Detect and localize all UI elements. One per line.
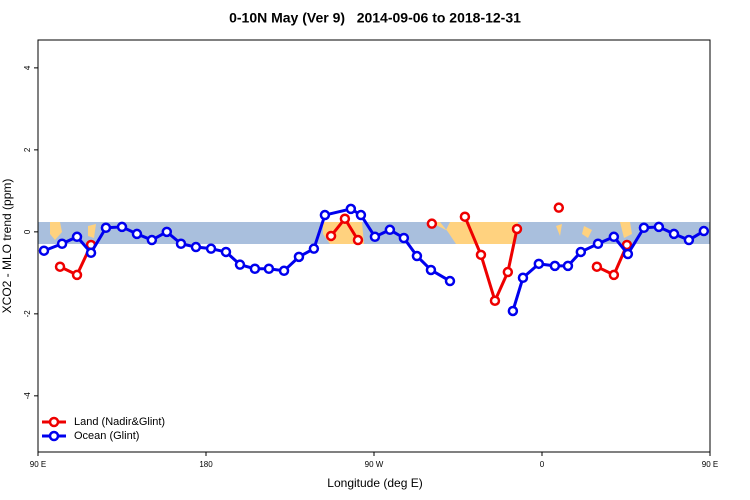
y-tick-label: -4 (23, 392, 32, 400)
data-point (369, 231, 381, 243)
data-point (517, 272, 529, 284)
data-point (608, 231, 620, 243)
data-point (384, 224, 396, 236)
data-point (278, 265, 290, 277)
series-line (43, 207, 451, 283)
legend-marker (48, 416, 60, 428)
data-point (308, 243, 320, 254)
data-point (293, 251, 305, 263)
data-point (698, 225, 710, 237)
y-tick-label: -2 (23, 310, 32, 318)
data-point (668, 228, 680, 240)
plot-frame (37, 39, 711, 453)
data-point (425, 264, 437, 276)
x-tick-label: 180 (199, 460, 213, 469)
x-tick-label: 90 E (702, 460, 718, 469)
data-point (562, 260, 574, 272)
legend-marker (48, 430, 60, 442)
data-point (638, 222, 650, 234)
data-point (71, 231, 83, 243)
x-tick-label: 90 E (30, 460, 46, 469)
data-point (459, 211, 471, 222)
data-point (591, 261, 603, 272)
data-point (398, 232, 410, 244)
data-point (263, 263, 275, 275)
data-point (161, 226, 173, 238)
data-point (426, 218, 438, 229)
data-point (502, 266, 514, 278)
legend-label: Land (Nadir&Glint) (74, 416, 165, 428)
x-tick-label: 0 (540, 460, 545, 469)
data-point (653, 221, 665, 233)
data-point (146, 234, 158, 246)
data-point (533, 258, 545, 270)
data-point (575, 246, 587, 258)
data-point (553, 202, 565, 213)
data-point (352, 234, 364, 246)
data-point (175, 238, 187, 249)
data-point (249, 263, 261, 275)
y-tick-label: 0 (23, 229, 32, 234)
data-point (116, 221, 128, 233)
x-axis-label: Longitude (deg E) (327, 476, 422, 490)
data-point (511, 223, 523, 235)
data-point (592, 238, 604, 249)
data-point (190, 241, 202, 253)
data-point (100, 222, 112, 234)
x-tick-label: 90 W (365, 460, 384, 469)
data-point (234, 259, 246, 270)
chart-title: 0-10N May (Ver 9) 2014-09-06 to 2018-12-… (229, 10, 521, 26)
data-point (411, 250, 423, 262)
data-point (54, 261, 66, 272)
data-point (622, 248, 634, 260)
data-point (355, 209, 367, 221)
data-point (608, 269, 620, 281)
data-point (205, 243, 217, 254)
data-point (56, 238, 68, 249)
data-point (345, 203, 357, 215)
data-point (85, 247, 97, 259)
data-point (489, 295, 501, 306)
data-point (319, 209, 331, 221)
data-point (325, 230, 337, 242)
data-point (131, 228, 143, 240)
data-point (339, 213, 351, 224)
y-tick-label: 2 (23, 147, 32, 152)
data-point (220, 246, 232, 258)
data-point (683, 234, 695, 246)
y-tick-label: 4 (23, 65, 32, 70)
data-point (444, 275, 456, 287)
data-point (71, 269, 83, 281)
legend-label: Ocean (Glint) (74, 430, 139, 442)
data-point (507, 305, 519, 317)
data-point (475, 249, 487, 261)
data-point (549, 260, 561, 272)
y-axis-label: XCO2 - MLO trend (ppm) (0, 179, 14, 314)
data-point (38, 245, 50, 256)
